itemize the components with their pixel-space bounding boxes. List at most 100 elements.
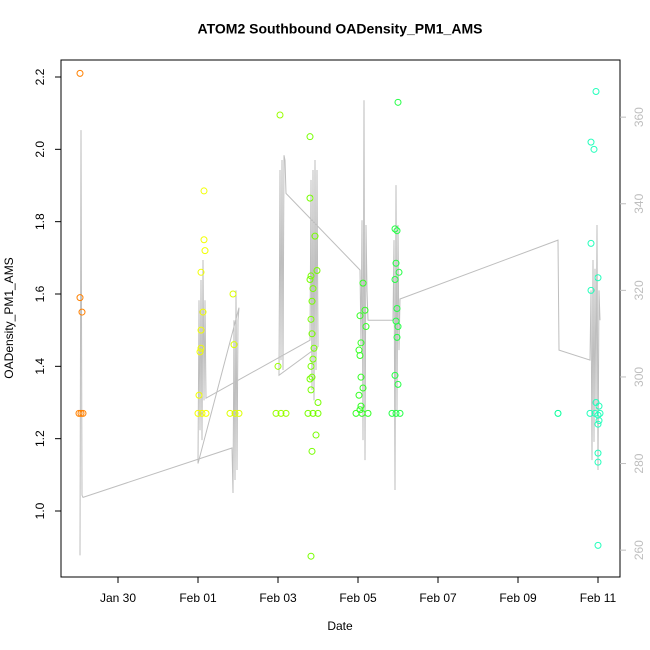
data-point (226, 409, 234, 417)
data-point (312, 431, 320, 439)
x-tick-label: Feb 03 (259, 591, 297, 605)
y2-tick-label: 360 (632, 107, 646, 127)
data-point (276, 111, 284, 119)
data-point (356, 406, 364, 414)
data-point (394, 380, 402, 388)
data-point (308, 447, 316, 455)
data-point (197, 344, 205, 352)
data-point (307, 552, 315, 560)
y2-tick-label: 340 (632, 193, 646, 213)
data-point (594, 541, 602, 549)
data-point (587, 239, 595, 247)
data-point (201, 247, 209, 255)
data-point (587, 286, 595, 294)
data-point (277, 409, 285, 417)
data-point (307, 362, 315, 370)
data-point (308, 297, 316, 305)
data-point (76, 294, 84, 302)
data-point (595, 417, 603, 425)
data-point (594, 458, 602, 466)
data-point (362, 323, 370, 331)
data-point (356, 351, 364, 359)
data-point (396, 409, 404, 417)
data-point (306, 375, 314, 383)
data-point (388, 409, 396, 417)
data-point (309, 409, 317, 417)
y2-tick-label: 280 (632, 453, 646, 473)
x-tick-label: Feb 09 (499, 591, 537, 605)
data-point (235, 409, 243, 417)
data-point (594, 274, 602, 282)
data-point (231, 409, 239, 417)
chart-title: ATOM2 Southbound OADensity_PM1_AMS (198, 21, 483, 37)
plot-frame (60, 59, 621, 578)
data-point (199, 308, 207, 316)
data-point (307, 315, 315, 323)
data-point (308, 330, 316, 338)
data-point (309, 285, 317, 293)
data-point (308, 373, 316, 381)
data-point (359, 384, 367, 392)
data-point (200, 187, 208, 195)
data-point (195, 391, 203, 399)
data-point (391, 276, 399, 284)
data-point (76, 69, 84, 77)
data-point (307, 386, 315, 394)
data-point (202, 409, 210, 417)
data-point (361, 306, 369, 314)
data-point (79, 409, 87, 417)
data-point (75, 409, 83, 417)
data-point (314, 409, 322, 417)
data-point (310, 344, 318, 352)
y-tick-label: 2.2 (33, 68, 47, 85)
y-tick-label: 1.2 (33, 430, 47, 447)
y-tick-label: 1.8 (33, 213, 47, 230)
data-point (272, 409, 280, 417)
data-point (596, 409, 604, 417)
data-point (357, 339, 365, 347)
data-point (355, 391, 363, 399)
data-point (359, 279, 367, 287)
data-point (392, 409, 400, 417)
data-point (78, 308, 86, 316)
data-point (594, 420, 602, 428)
data-point (282, 409, 290, 417)
y-axis-label: OADensity_PM1_AMS (2, 257, 16, 378)
data-line (79, 100, 601, 556)
data-point (394, 323, 402, 331)
y2-tick-label: 300 (632, 367, 646, 387)
y2-tick-label: 260 (632, 540, 646, 560)
x-tick-label: Feb 01 (179, 591, 217, 605)
data-point (391, 371, 399, 379)
data-point (357, 402, 365, 410)
data-point (230, 341, 238, 349)
data-point (314, 398, 322, 406)
y-tick-label: 1.6 (33, 285, 47, 302)
data-point (77, 409, 85, 417)
data-point (592, 87, 600, 95)
data-point (274, 362, 282, 370)
data-point (590, 145, 598, 153)
data-point (200, 236, 208, 244)
data-point (395, 268, 403, 276)
data-point (311, 232, 319, 240)
y2-tick-label: 320 (632, 280, 646, 300)
data-point (364, 409, 372, 417)
x-tick-label: Feb 11 (580, 591, 617, 605)
data-point (196, 348, 204, 356)
data-point (393, 333, 401, 341)
data-point (594, 449, 602, 457)
data-point (391, 225, 399, 233)
data-point (313, 266, 321, 274)
data-point (306, 194, 314, 202)
data-point (197, 268, 205, 276)
data-point (357, 373, 365, 381)
data-point (356, 312, 364, 320)
data-point (194, 409, 202, 417)
data-point (352, 409, 360, 417)
data-point (198, 409, 206, 417)
data-point (304, 409, 312, 417)
x-tick-label: Feb 07 (419, 591, 457, 605)
